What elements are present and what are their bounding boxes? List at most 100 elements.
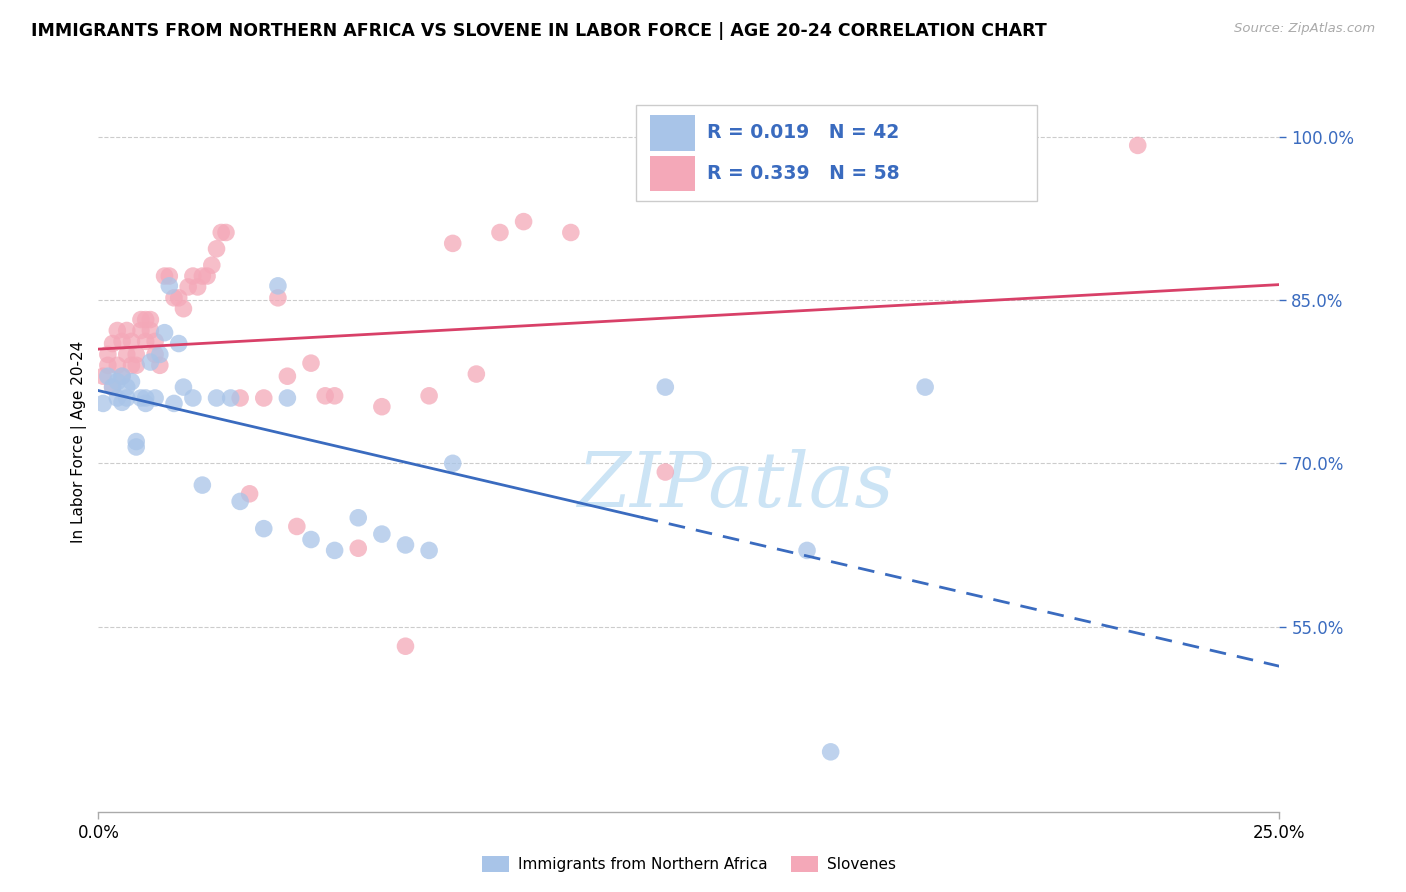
Point bbox=[105, 391, 128, 405]
Point bbox=[111, 369, 134, 384]
Point bbox=[215, 226, 238, 240]
Point bbox=[914, 380, 936, 394]
Point bbox=[187, 280, 209, 294]
Point bbox=[149, 347, 172, 361]
Point bbox=[97, 369, 120, 384]
Point bbox=[101, 336, 124, 351]
Text: ZIPatlas: ZIPatlas bbox=[578, 449, 894, 523]
Point bbox=[560, 226, 582, 240]
Point bbox=[101, 380, 124, 394]
Point bbox=[143, 391, 166, 405]
Point bbox=[205, 242, 228, 256]
Point bbox=[125, 440, 148, 454]
Point bbox=[157, 278, 180, 293]
Point bbox=[253, 522, 276, 536]
Point bbox=[181, 391, 204, 405]
Point bbox=[129, 391, 152, 405]
Point bbox=[654, 465, 676, 479]
Point bbox=[115, 380, 138, 394]
Point bbox=[209, 226, 232, 240]
Point bbox=[91, 396, 114, 410]
Text: IMMIGRANTS FROM NORTHERN AFRICA VS SLOVENE IN LABOR FORCE | AGE 20-24 CORRELATIO: IMMIGRANTS FROM NORTHERN AFRICA VS SLOVE… bbox=[31, 22, 1046, 40]
Point bbox=[121, 359, 143, 373]
Point bbox=[125, 434, 148, 449]
Text: Source: ZipAtlas.com: Source: ZipAtlas.com bbox=[1234, 22, 1375, 36]
Point bbox=[163, 291, 186, 305]
Point bbox=[125, 347, 148, 361]
Point bbox=[191, 268, 214, 283]
Point bbox=[143, 334, 166, 349]
Point bbox=[418, 543, 440, 558]
Point bbox=[314, 389, 336, 403]
Point bbox=[347, 510, 370, 524]
Point bbox=[441, 456, 464, 470]
Point bbox=[253, 391, 276, 405]
Point bbox=[654, 380, 676, 394]
FancyBboxPatch shape bbox=[636, 104, 1038, 201]
Point bbox=[299, 533, 322, 547]
Point bbox=[105, 324, 128, 338]
Point bbox=[285, 519, 308, 533]
Point bbox=[172, 380, 194, 394]
Point bbox=[201, 258, 224, 272]
Point bbox=[167, 291, 190, 305]
Point bbox=[135, 334, 157, 349]
Point bbox=[229, 391, 252, 405]
Point bbox=[1126, 138, 1149, 153]
Point bbox=[125, 359, 148, 373]
Point bbox=[441, 236, 464, 251]
Point bbox=[91, 369, 114, 384]
Point bbox=[101, 380, 124, 394]
Point bbox=[371, 527, 394, 541]
Point bbox=[157, 268, 180, 283]
Y-axis label: In Labor Force | Age 20-24: In Labor Force | Age 20-24 bbox=[72, 341, 87, 542]
Point bbox=[219, 391, 242, 405]
Point bbox=[97, 347, 120, 361]
Point bbox=[121, 334, 143, 349]
Point bbox=[465, 367, 488, 381]
Point bbox=[195, 268, 218, 283]
Point bbox=[149, 359, 172, 373]
Point bbox=[105, 375, 128, 389]
Point bbox=[153, 326, 176, 340]
Point bbox=[276, 391, 298, 405]
Point bbox=[143, 347, 166, 361]
Text: R = 0.339   N = 58: R = 0.339 N = 58 bbox=[707, 164, 900, 183]
Point bbox=[191, 478, 214, 492]
Point bbox=[323, 543, 346, 558]
Point bbox=[394, 538, 416, 552]
Point bbox=[135, 312, 157, 326]
Point bbox=[323, 389, 346, 403]
Point bbox=[181, 268, 204, 283]
Point bbox=[135, 391, 157, 405]
Point bbox=[205, 391, 228, 405]
Point bbox=[111, 334, 134, 349]
Point bbox=[139, 324, 162, 338]
Point bbox=[267, 278, 290, 293]
Point bbox=[299, 356, 322, 370]
Point bbox=[115, 347, 138, 361]
Point bbox=[115, 324, 138, 338]
Bar bbox=[650, 156, 695, 191]
Point bbox=[97, 359, 120, 373]
Point bbox=[229, 494, 252, 508]
Point bbox=[163, 396, 186, 410]
Point bbox=[489, 226, 512, 240]
Point bbox=[121, 375, 143, 389]
Point bbox=[111, 395, 134, 409]
Point bbox=[796, 543, 818, 558]
Legend: Immigrants from Northern Africa, Slovenes: Immigrants from Northern Africa, Slovene… bbox=[475, 850, 903, 878]
Point bbox=[115, 391, 138, 405]
Point bbox=[371, 400, 394, 414]
Point bbox=[129, 324, 152, 338]
Point bbox=[129, 312, 152, 326]
Point bbox=[512, 214, 534, 228]
Point bbox=[820, 745, 842, 759]
Point bbox=[167, 336, 190, 351]
Point bbox=[105, 359, 128, 373]
Bar bbox=[650, 115, 695, 151]
Point bbox=[135, 396, 157, 410]
Text: R = 0.019   N = 42: R = 0.019 N = 42 bbox=[707, 123, 898, 143]
Point bbox=[347, 541, 370, 556]
Point bbox=[139, 355, 162, 369]
